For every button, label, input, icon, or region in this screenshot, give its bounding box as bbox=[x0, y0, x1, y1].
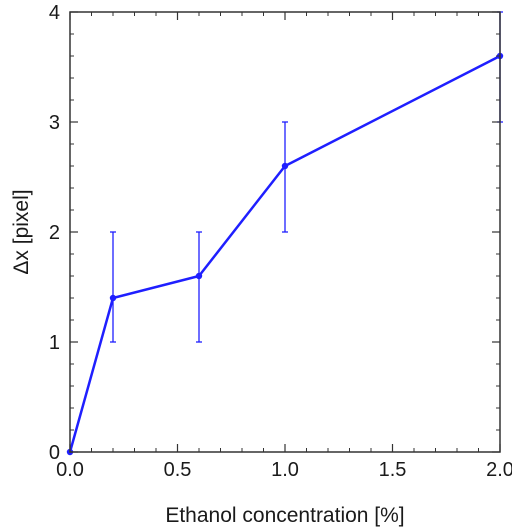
y-axis-title: Δx [pixel] bbox=[10, 189, 33, 274]
data-point bbox=[109, 294, 117, 302]
y-tick-label: 3 bbox=[49, 112, 60, 134]
x-tick-label: 1.0 bbox=[271, 459, 299, 481]
plot-marks bbox=[66, 11, 504, 456]
x-tick-label: 0.0 bbox=[56, 459, 84, 481]
data-point bbox=[281, 162, 289, 170]
y-tick-label: 1 bbox=[49, 332, 60, 354]
y-tick-label: 4 bbox=[49, 2, 60, 24]
x-tick-label: 0.5 bbox=[164, 459, 192, 481]
x-tick-label: 1.5 bbox=[379, 459, 407, 481]
y-tick-label: 2 bbox=[49, 222, 60, 244]
x-tick-label: 2.0 bbox=[486, 459, 512, 481]
data-point bbox=[195, 272, 203, 280]
series-line bbox=[68, 54, 501, 453]
x-axis-title: Ethanol concentration [%] bbox=[165, 504, 404, 527]
axes: 0.0 0.5 1.0 1.5 2.0 0 1 2 3 4 bbox=[49, 2, 512, 481]
y-tick-label: 0 bbox=[49, 442, 60, 464]
